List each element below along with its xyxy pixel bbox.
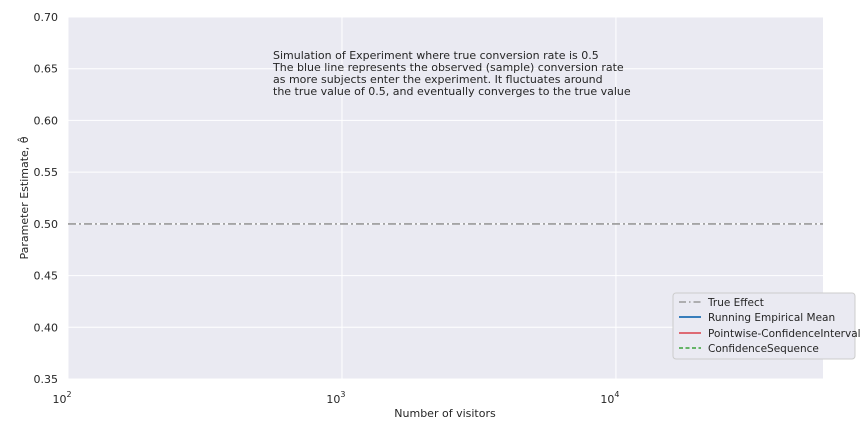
x-tick-label: 103 [326, 390, 345, 406]
annotation-line-4: the true value of 0.5, and eventually co… [273, 85, 631, 98]
annotation-line-3: as more subjects enter the experiment. I… [273, 73, 603, 86]
y-tick-label: 0.45 [34, 270, 59, 283]
x-tick-label: 104 [600, 390, 619, 406]
y-tick-label: 0.40 [34, 321, 59, 334]
y-tick-label: 0.70 [34, 11, 59, 24]
legend: True Effect Running Empirical Mean Point… [672, 292, 861, 360]
legend-box [672, 292, 856, 360]
y-tick-label: 0.50 [34, 218, 59, 231]
legend-label-running-mean: Running Empirical Mean [708, 312, 835, 324]
y-tick-label: 0.35 [34, 373, 59, 386]
annotation-line-1: Simulation of Experiment where true conv… [273, 49, 599, 62]
y-axis-label: Parameter Estimate, θ̂ [17, 136, 31, 259]
legend-label-pointwise-ci: Pointwise-ConfidenceInterval [708, 328, 861, 340]
annotation: Simulation of Experiment where true conv… [272, 49, 631, 98]
y-tick-label: 0.65 [34, 63, 59, 76]
x-axis-label: Number of visitors [394, 407, 496, 420]
y-axis-ticks: 0.35 0.40 0.45 0.50 0.55 0.60 0.65 0.70 [34, 11, 59, 386]
y-tick-label: 0.60 [34, 114, 59, 127]
x-tick-label: 102 [52, 390, 71, 406]
x-axis-ticks: 102 103 104 [52, 390, 619, 406]
legend-label-confidence-sequence: ConfidenceSequence [708, 343, 819, 355]
y-tick-label: 0.55 [34, 166, 59, 179]
grid [67, 16, 823, 380]
annotation-line-2: The blue line represents the observed (s… [272, 61, 624, 74]
legend-label-true-effect: True Effect [707, 297, 764, 309]
